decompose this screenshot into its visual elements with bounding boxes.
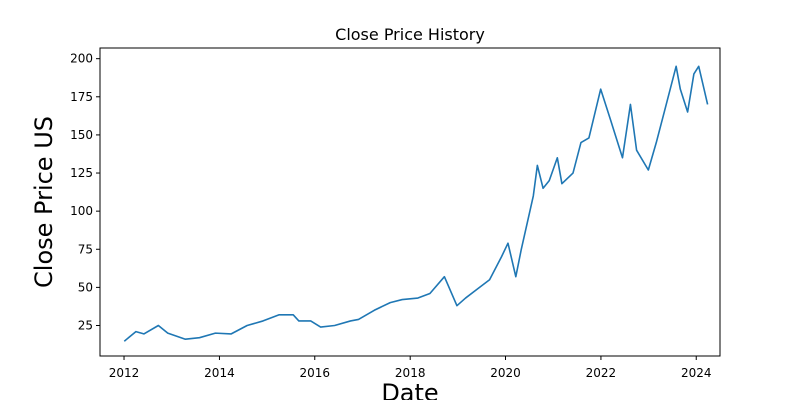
y-axis: 25 50 75 100 125 150 175 200 [70,52,100,333]
x-tick-label: 2024 [681,366,712,380]
y-tick-label: 75 [78,242,93,256]
x-tick-label: 2016 [299,366,330,380]
y-tick-label: 50 [78,280,93,294]
x-axis: 2012 2014 2016 2018 2020 2022 2024 [109,356,712,380]
y-tick-label: 150 [70,128,93,142]
x-tick-label: 2012 [109,366,140,380]
y-tick-label: 125 [70,166,93,180]
y-tick-label: 175 [70,90,93,104]
y-tick-label: 100 [70,204,93,218]
plot-frame [99,47,721,357]
close-price-line [123,65,709,342]
x-axis-label: Date [381,379,438,400]
chart-title: Close Price History [335,25,485,44]
y-tick-label: 25 [78,319,93,333]
x-tick-label: 2022 [586,366,617,380]
plot-area [99,47,721,357]
x-tick-label: 2018 [395,366,426,380]
x-tick-label: 2020 [490,366,521,380]
y-axis-label: Close Price US [30,116,58,288]
x-tick-label: 2014 [204,366,235,380]
y-tick-label: 200 [70,52,93,66]
